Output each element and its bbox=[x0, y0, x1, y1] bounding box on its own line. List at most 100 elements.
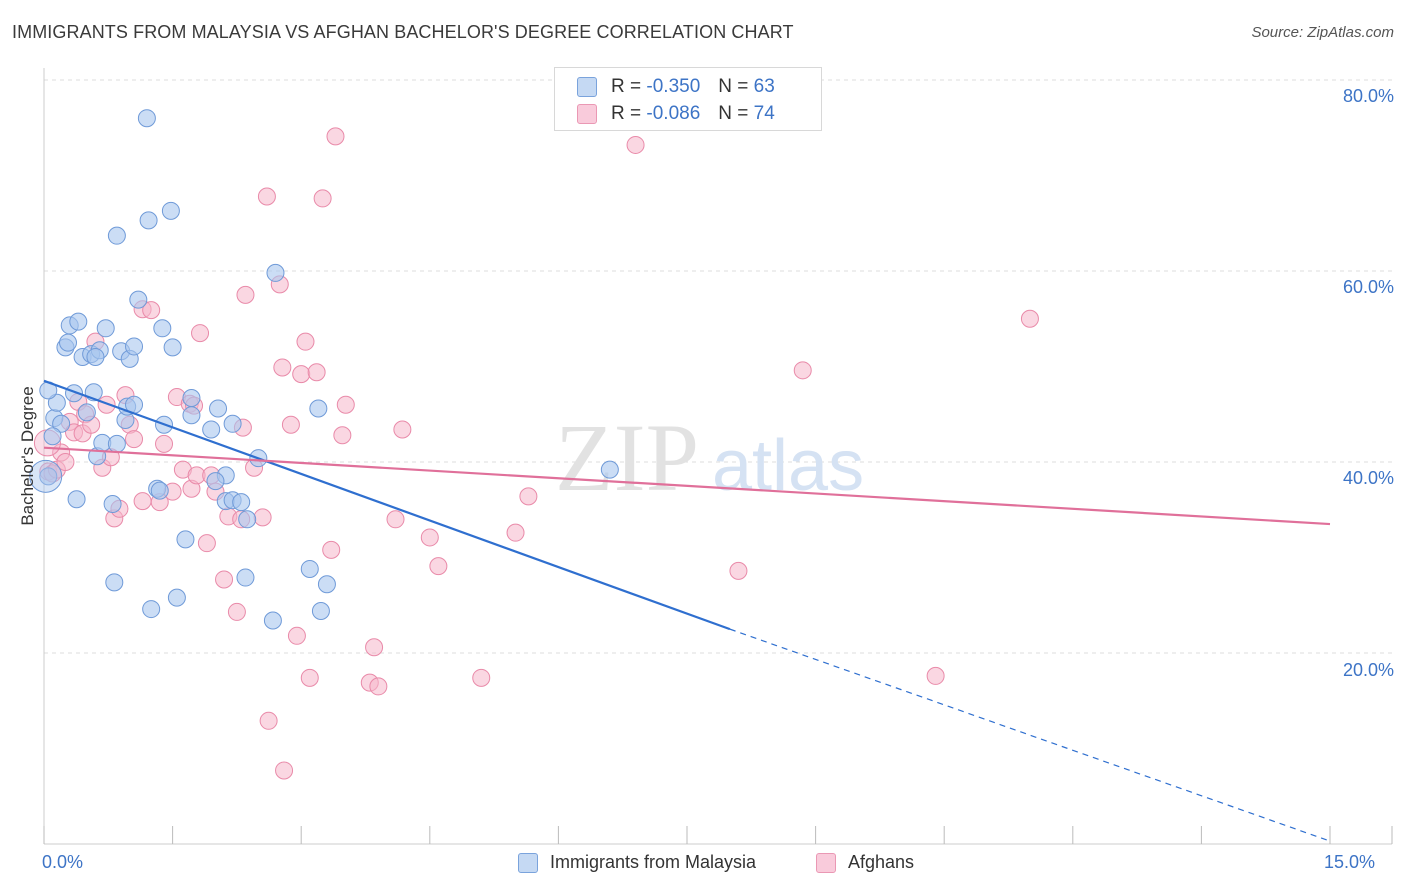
n-label: N = bbox=[718, 76, 749, 97]
afghans-point bbox=[142, 301, 161, 320]
afghans-point bbox=[386, 510, 405, 529]
malaysia-point bbox=[232, 493, 251, 512]
afghans-point bbox=[155, 434, 174, 453]
source-label: Source: ZipAtlas.com bbox=[1251, 24, 1394, 41]
malaysia-point bbox=[107, 434, 126, 453]
x-tick-label: 0.0% bbox=[42, 852, 84, 872]
y-tick-label: 20.0% bbox=[1342, 660, 1394, 680]
afghans-point bbox=[296, 332, 315, 351]
malaysia-point bbox=[96, 319, 115, 338]
malaysia-point bbox=[69, 312, 88, 331]
afghans-points bbox=[33, 127, 1039, 780]
malaysia-point bbox=[236, 568, 255, 587]
afghans-point bbox=[365, 638, 384, 657]
afghans-point bbox=[313, 189, 332, 208]
malaysia-point bbox=[182, 406, 201, 425]
legend-row-afghans: R = -0.086 N = 74 bbox=[577, 101, 775, 127]
malaysia-point bbox=[77, 403, 96, 422]
afghans-point bbox=[322, 540, 341, 559]
afghans-point bbox=[1020, 309, 1039, 328]
afghans-point bbox=[429, 557, 448, 576]
r-label: R = bbox=[611, 76, 642, 97]
malaysia-point bbox=[161, 201, 180, 220]
afghans-point bbox=[125, 430, 144, 449]
legend-row-malaysia: R = -0.350 N = 63 bbox=[577, 74, 775, 100]
afghans-point bbox=[133, 492, 152, 511]
malaysia-point bbox=[238, 510, 257, 529]
n-value: 63 bbox=[753, 76, 775, 97]
malaysia-point bbox=[150, 481, 169, 500]
afghans-point bbox=[326, 127, 345, 146]
grid-lines bbox=[44, 79, 1392, 654]
malaysia-trend-line bbox=[43, 379, 731, 631]
axes bbox=[43, 68, 1393, 845]
afghans-point bbox=[793, 361, 812, 380]
trend-lines bbox=[43, 379, 1331, 842]
malaysia-point bbox=[209, 399, 228, 418]
malaysia-point bbox=[39, 467, 58, 486]
malaysia-point bbox=[142, 600, 161, 619]
correlation-legend: R = -0.350 N = 63 R = -0.086 N = 74 bbox=[554, 67, 822, 131]
legend-item-afghans[interactable]: Afghans bbox=[816, 852, 914, 873]
malaysia-point bbox=[202, 420, 221, 439]
afghans-point bbox=[215, 570, 234, 589]
afghans-point bbox=[300, 668, 319, 687]
afghans-point bbox=[97, 395, 116, 414]
afghans-point bbox=[369, 677, 388, 696]
malaysia-trend-extension bbox=[729, 628, 1331, 842]
afghans-point bbox=[281, 415, 300, 434]
afghans-point bbox=[729, 561, 748, 580]
x-tick-label: 15.0% bbox=[1324, 852, 1376, 872]
malaysia-point bbox=[182, 389, 201, 408]
blue-swatch-icon bbox=[518, 852, 538, 873]
malaysia-point bbox=[223, 414, 242, 433]
blue-swatch-icon bbox=[577, 77, 597, 97]
afghans-point bbox=[420, 528, 439, 547]
malaysia-point bbox=[139, 211, 158, 230]
malaysia-point bbox=[125, 337, 144, 356]
malaysia-point bbox=[103, 495, 122, 514]
y-tick-label: 60.0% bbox=[1342, 277, 1394, 297]
afghans-point bbox=[227, 602, 246, 621]
y-tick-label: 80.0% bbox=[1342, 86, 1394, 106]
afghans-point bbox=[333, 426, 352, 445]
malaysia-point bbox=[59, 333, 78, 352]
malaysia-point bbox=[107, 226, 126, 245]
malaysia-point bbox=[309, 399, 328, 418]
malaysia-point bbox=[266, 263, 285, 282]
n-label: N = bbox=[718, 103, 749, 124]
afghans-point bbox=[292, 365, 311, 384]
malaysia-point bbox=[163, 338, 182, 357]
pink-swatch-icon bbox=[577, 104, 597, 124]
afghans-point bbox=[506, 523, 525, 542]
afghans-point bbox=[307, 363, 326, 382]
chart-title: IMMIGRANTS FROM MALAYSIA VS AFGHAN BACHE… bbox=[12, 22, 794, 42]
afghans-point bbox=[275, 761, 294, 780]
malaysia-point bbox=[317, 575, 336, 594]
afghans-point bbox=[236, 285, 255, 304]
afghans-point bbox=[197, 534, 216, 553]
malaysia-point bbox=[43, 427, 62, 446]
malaysia-point bbox=[206, 472, 225, 491]
malaysia-point bbox=[52, 414, 71, 433]
pink-swatch-icon bbox=[816, 852, 836, 873]
afghans-point bbox=[393, 420, 412, 439]
afghans-point bbox=[273, 358, 292, 377]
afghans-trend-line bbox=[43, 446, 1331, 526]
afghans-point bbox=[259, 711, 278, 730]
afghans-point bbox=[336, 395, 355, 414]
r-value: -0.086 bbox=[646, 103, 701, 124]
watermark-zip: ZIP bbox=[555, 404, 699, 511]
legend-item-malaysia[interactable]: Immigrants from Malaysia bbox=[518, 852, 756, 873]
afghans-point bbox=[56, 453, 75, 471]
afghans-point bbox=[287, 626, 306, 645]
malaysia-points bbox=[29, 109, 619, 630]
afghans-point bbox=[191, 324, 210, 343]
afghans-point bbox=[519, 487, 538, 506]
malaysia-point bbox=[105, 573, 124, 592]
malaysia-point bbox=[176, 530, 195, 549]
malaysia-point bbox=[47, 393, 66, 412]
malaysia-point bbox=[129, 290, 148, 309]
malaysia-point bbox=[153, 319, 172, 338]
